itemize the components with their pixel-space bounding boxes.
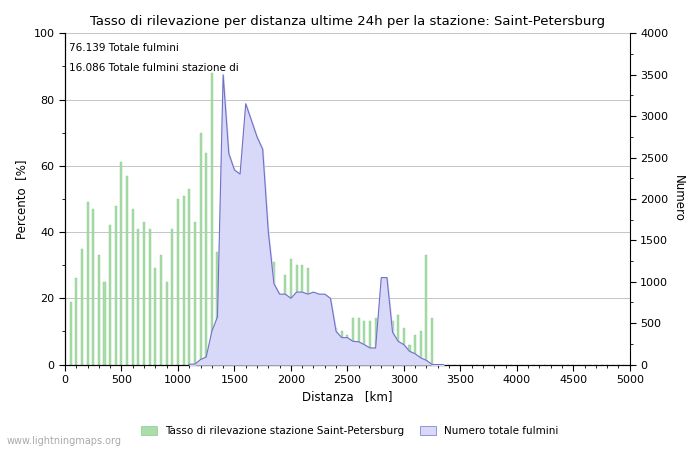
Bar [290,259,292,365]
Bar [426,255,428,364]
Text: 16.086 Totale fulmini stazione di: 16.086 Totale fulmini stazione di [69,63,239,73]
Bar [160,255,162,364]
Bar [81,248,83,365]
Bar [251,166,253,364]
Bar [301,265,303,365]
X-axis label: Distanza   [km]: Distanza [km] [302,391,393,404]
Bar [183,196,185,364]
Bar [295,265,298,365]
Bar [391,321,393,365]
Bar [330,321,332,365]
Bar [216,252,218,364]
Bar [239,279,241,365]
Title: Tasso di rilevazione per distanza ultime 24h per la stazione: Saint-Petersburg: Tasso di rilevazione per distanza ultime… [90,15,605,28]
Bar [318,308,320,364]
Bar [132,209,134,364]
Text: 76.139 Totale fulmini: 76.139 Totale fulmini [69,43,179,53]
Bar [211,73,213,364]
Bar [98,255,100,364]
Bar [397,315,399,365]
Bar [363,321,365,365]
Legend: Tasso di rilevazione stazione Saint-Petersburg, Numero totale fulmini: Tasso di rilevazione stazione Saint-Pete… [137,422,563,440]
Bar [177,199,179,364]
Bar [352,318,354,364]
Bar [137,229,139,364]
Bar [284,275,286,364]
Bar [87,202,89,364]
Bar [358,318,360,364]
Bar [324,318,326,364]
Text: www.lightningmaps.org: www.lightningmaps.org [7,436,122,446]
Bar [262,232,264,364]
Bar [341,331,343,364]
Bar [374,318,377,364]
Bar [120,162,122,364]
Bar [420,331,422,364]
Bar [307,269,309,364]
Bar [273,262,275,364]
Bar [279,298,281,364]
Bar [414,335,416,365]
Bar [76,279,77,365]
Bar [369,321,371,365]
Bar [69,302,71,364]
Bar [172,229,174,364]
Bar [402,328,405,365]
Bar [194,222,196,364]
Y-axis label: Percento  [%]: Percento [%] [15,159,28,238]
Bar [154,269,156,364]
Bar [245,259,246,365]
Bar [166,282,168,364]
Y-axis label: Numero: Numero [672,176,685,222]
Bar [143,222,145,364]
Bar [109,225,111,364]
Bar [205,153,207,364]
Bar [256,196,258,364]
Bar [199,133,202,365]
Bar [222,219,224,364]
Bar [267,259,270,365]
Bar [228,298,230,364]
Bar [312,295,314,364]
Bar [431,318,433,364]
Bar [335,328,337,365]
Bar [380,328,382,365]
Bar [346,335,349,365]
Bar [115,206,117,364]
Bar [148,229,150,364]
Bar [126,176,128,364]
Bar [386,318,388,364]
Bar [233,295,235,364]
Bar [188,189,190,364]
Bar [92,209,95,364]
Bar [104,282,106,364]
Bar [409,345,410,364]
